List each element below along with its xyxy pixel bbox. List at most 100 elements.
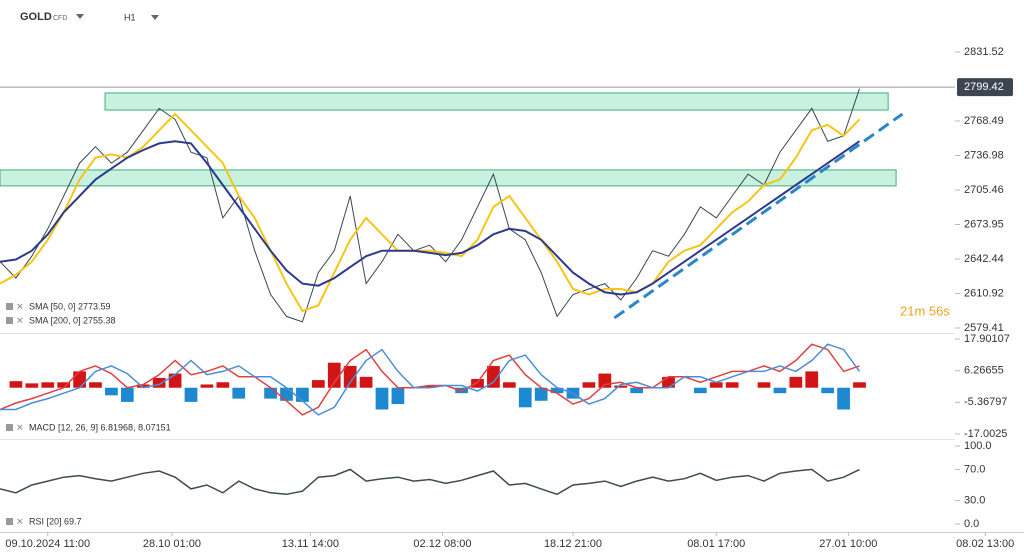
histogram-bar [550, 387, 564, 394]
symbol-dropdown[interactable] [76, 14, 84, 19]
histogram-bar [264, 387, 277, 399]
y-tick-label: 2610.92 [964, 287, 1004, 299]
legend-close: ✕ [16, 516, 24, 526]
legend-close: ✕ [16, 422, 24, 432]
legend-label: RSI [20] 69.7 [29, 516, 82, 526]
x-tick-label: 18.12 21:00 [544, 538, 602, 550]
countdown: 21m 56s [900, 303, 950, 318]
histogram-bar [821, 387, 835, 394]
legend-close: ✕ [16, 301, 24, 311]
rsi-line [0, 468, 860, 496]
x-tick-label: 08.01 17:00 [687, 538, 745, 550]
histogram-bar [9, 381, 23, 388]
y-tick-label: -5.36797 [964, 396, 1007, 408]
y-tick-label: 2736.98 [964, 149, 1004, 161]
histogram-bar [487, 365, 500, 388]
histogram-bar [471, 379, 484, 388]
histogram-bar [757, 382, 771, 388]
legend-label: MACD [12, 26, 9] 6.81968, 8.07151 [29, 422, 171, 432]
histogram-bar [296, 387, 309, 402]
histogram-bar [630, 387, 644, 394]
macd-line [0, 343, 861, 416]
histogram-bar [614, 385, 628, 388]
histogram-bar [725, 382, 739, 388]
histogram-bar [120, 387, 134, 402]
y-tick-label: 6.26655 [964, 365, 1004, 377]
histogram-bar [152, 377, 166, 388]
histogram-bar [423, 385, 437, 388]
histogram-bar [789, 376, 803, 388]
y-tick-label: 2579.41 [964, 322, 1004, 334]
y-tick-label: 17.90107 [964, 333, 1010, 345]
histogram-bar [518, 387, 532, 408]
legend-label: SMA [200, 0] 2755.38 [29, 315, 116, 325]
y-tick-label: 30.0 [964, 494, 985, 506]
legend-label: SMA [50, 0] 2773.59 [29, 301, 111, 311]
histogram-bar [582, 382, 596, 388]
interval[interactable]: H1 [124, 12, 136, 22]
histogram-bar [184, 387, 198, 402]
x-tick-label: 27.01 10:00 [819, 538, 877, 550]
histogram-bar [280, 387, 293, 401]
y-tick-label: 2768.49 [964, 115, 1004, 127]
last-price-label: 2799.42 [964, 81, 1004, 93]
histogram-bar [773, 387, 787, 394]
x-tick-label: 13.11 14:00 [282, 538, 339, 550]
series-line [0, 112, 861, 313]
y-tick-label: 0.0 [964, 518, 979, 530]
histogram-bar [534, 387, 548, 401]
x-tick-label: 08.02 13:00 [956, 538, 1014, 550]
histogram-bar [805, 371, 819, 388]
histogram-bar [200, 384, 214, 388]
legend-icon [6, 317, 13, 324]
x-tick-label: 02.12 08:00 [413, 538, 471, 550]
y-tick-label: 2673.95 [964, 218, 1004, 230]
symbol-kind: CFD [53, 15, 67, 22]
series-line [0, 88, 860, 323]
x-tick-label: 09.10.2024 11:00 [5, 538, 90, 550]
y-tick-label: 100.0 [964, 440, 992, 452]
x-tick-label: 28.10 01:00 [143, 538, 201, 550]
symbol[interactable]: GOLD [20, 11, 52, 23]
histogram-bar [232, 387, 246, 399]
histogram-bar [327, 362, 341, 388]
y-tick-label: 2831.52 [964, 46, 1004, 58]
histogram-bar [41, 382, 55, 388]
y-tick-label: 70.0 [964, 463, 985, 475]
histogram-bar [57, 382, 71, 388]
series-line [0, 140, 861, 296]
legend-icon [6, 303, 13, 310]
y-tick-label: 2705.46 [964, 184, 1004, 196]
histogram-bar [837, 387, 850, 410]
histogram-bar [89, 382, 102, 388]
histogram-bar [216, 382, 230, 388]
zone [0, 169, 897, 187]
histogram-bar [168, 373, 182, 388]
histogram-bar [709, 382, 723, 388]
histogram-bar [311, 380, 325, 388]
histogram-bar [375, 387, 389, 410]
histogram-bar [136, 384, 150, 388]
histogram-bar [25, 383, 39, 388]
histogram-bar [853, 382, 866, 388]
histogram-bar [693, 387, 707, 394]
trendline [613, 112, 904, 320]
zone [104, 92, 889, 111]
histogram-bar [502, 382, 516, 388]
histogram-bar [343, 365, 357, 388]
histogram-bar [359, 376, 373, 388]
interval-dropdown[interactable] [151, 15, 159, 20]
last-price-box [957, 78, 1013, 97]
legend-icon [6, 518, 13, 525]
macd-line [0, 343, 860, 416]
histogram-bar [662, 376, 675, 388]
histogram-bar [73, 371, 86, 388]
legend-close: ✕ [16, 315, 24, 325]
histogram-bar [598, 373, 612, 388]
histogram-bar [391, 387, 405, 405]
y-tick-label: 2642.44 [964, 253, 1004, 265]
y-tick-label: -17.0025 [964, 428, 1007, 440]
histogram-bar [105, 387, 118, 396]
